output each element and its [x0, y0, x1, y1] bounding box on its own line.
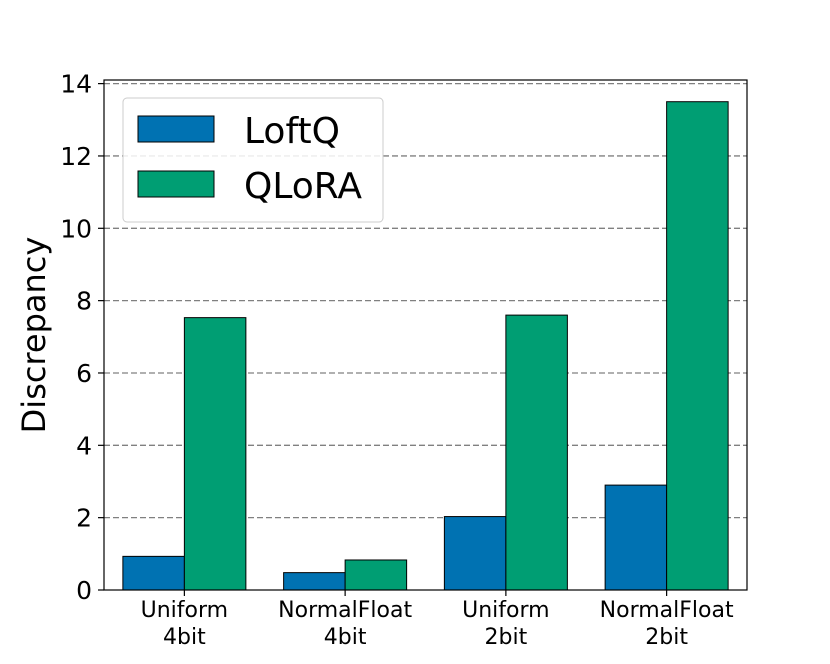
- bars: [122, 101, 729, 591]
- legend: LoftQ QLoRA: [122, 97, 384, 223]
- y-tick-label: 4: [76, 431, 92, 460]
- legend-swatch-qlora: [137, 170, 215, 198]
- x-tick-label: NormalFloat: [600, 598, 734, 623]
- bar-loftq-2: [443, 516, 507, 591]
- y-tick-label: 2: [76, 504, 92, 533]
- bar-qlora-1: [344, 559, 408, 591]
- y-tick-label: 12: [60, 142, 92, 171]
- x-axis-ticks: Uniform4bitNormalFloat4bitUniform2bitNor…: [141, 590, 734, 650]
- bar-loftq-1: [283, 572, 346, 591]
- x-tick-label: 2bit: [645, 625, 688, 650]
- x-tick-label: Uniform: [462, 598, 549, 623]
- bar-loftq-3: [604, 484, 668, 591]
- bar-qlora-0: [183, 317, 247, 591]
- y-tick-label: 14: [60, 70, 92, 99]
- y-axis-label: Discrepancy: [15, 237, 53, 434]
- y-tick-label: 8: [76, 287, 92, 316]
- y-axis-ticks: 0 2 4 6 8 10 12 14: [60, 70, 104, 605]
- x-tick-label: 4bit: [163, 625, 206, 650]
- legend-label-qlora: QLoRA: [244, 166, 362, 207]
- y-tick-label: 0: [76, 576, 92, 605]
- legend-label-loftq: LoftQ: [244, 111, 340, 152]
- bar-qlora-3: [666, 101, 729, 591]
- y-tick-label: 6: [76, 359, 92, 388]
- x-tick-label: 2bit: [485, 625, 528, 650]
- legend-swatch-loftq: [137, 115, 215, 143]
- bar-qlora-2: [505, 314, 568, 591]
- bar-loftq-0: [122, 555, 185, 591]
- x-tick-label: NormalFloat: [278, 598, 412, 623]
- y-tick-label: 10: [60, 214, 92, 243]
- x-tick-label: 4bit: [324, 625, 367, 650]
- plot-frame: [103, 79, 748, 591]
- x-tick-label: Uniform: [141, 598, 228, 623]
